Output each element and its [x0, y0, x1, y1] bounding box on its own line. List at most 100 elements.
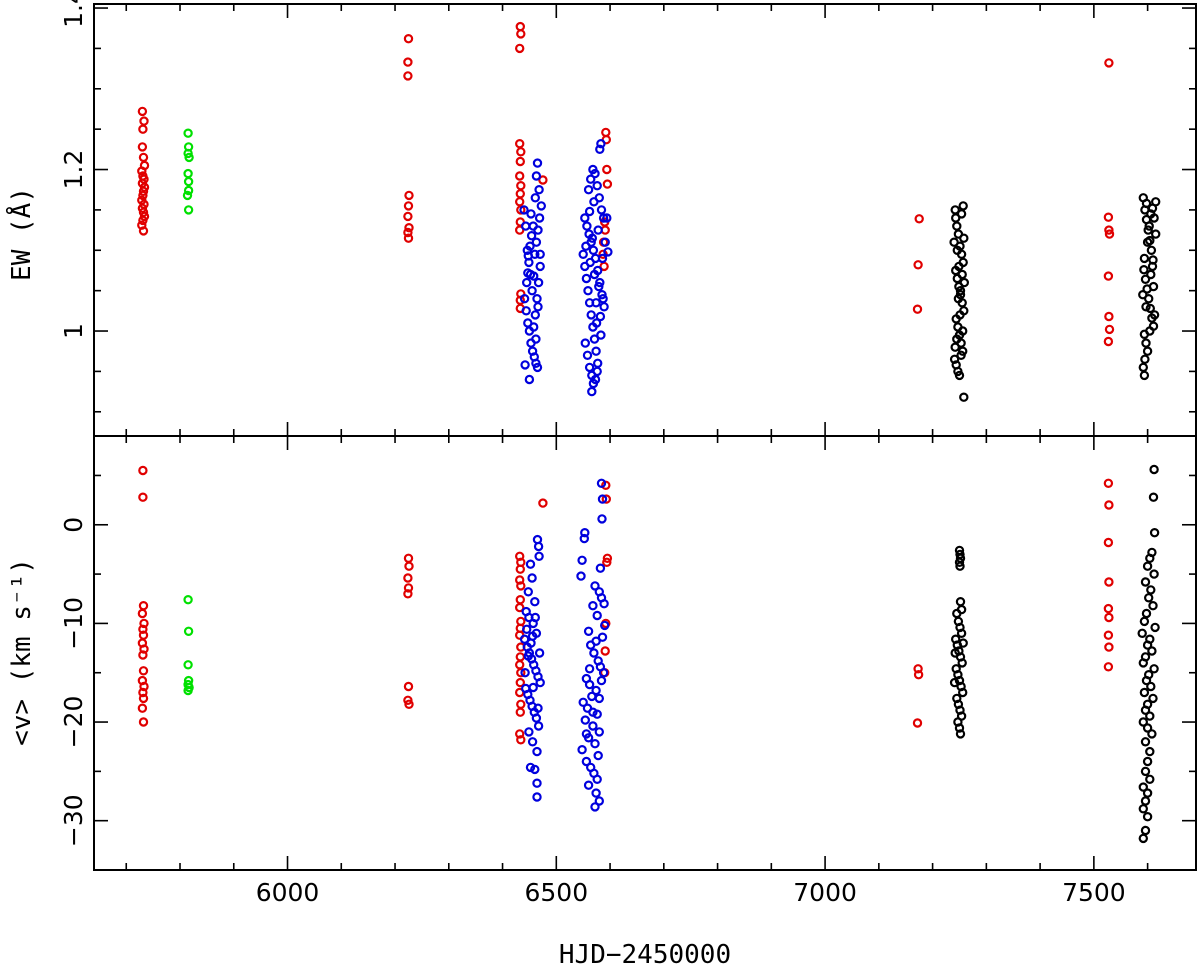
ew-point [957, 269, 967, 280]
velocity-point [592, 610, 602, 621]
velocity-point [601, 494, 612, 504]
ew-point [516, 205, 526, 215]
ew-point [581, 241, 591, 251]
ew-point [950, 342, 960, 352]
velocity-point [584, 679, 595, 690]
ew-point [538, 175, 548, 185]
velocity-point [137, 608, 148, 619]
ew-point [522, 277, 532, 288]
ew-point [951, 213, 961, 223]
ew-point [515, 189, 526, 199]
ew-point [1146, 245, 1157, 255]
velocity-point [183, 660, 193, 670]
ew-point [403, 211, 413, 222]
velocity-point [590, 802, 600, 812]
ew-point [1104, 324, 1115, 335]
velocity-point [404, 699, 414, 710]
velocity-point [595, 563, 606, 573]
velocity-point [600, 620, 610, 631]
ew-point [515, 138, 525, 149]
ew-point [1104, 229, 1115, 239]
x-tick-label: 7500 [1062, 878, 1126, 907]
velocity-point [913, 670, 924, 680]
ew-point [589, 197, 599, 207]
velocity-point [597, 494, 608, 504]
velocity-point [596, 478, 607, 488]
velocity-point [1142, 561, 1153, 571]
ew-point [587, 233, 598, 243]
ew-point [183, 148, 193, 159]
velocity-point [528, 682, 538, 693]
ew-point [596, 205, 607, 215]
velocity-point [1138, 804, 1149, 814]
ew-point [515, 171, 525, 181]
velocity-point [950, 648, 960, 658]
velocity-point [1150, 622, 1160, 633]
ew-point [534, 213, 545, 223]
velocity-panel-frame [93, 435, 1197, 871]
ew-point [1139, 253, 1150, 264]
velocity-point [591, 685, 601, 696]
ew-point [1139, 265, 1149, 275]
ew-point [959, 233, 969, 243]
velocity-point [581, 729, 592, 739]
velocity-point [578, 697, 588, 708]
ew-point [589, 269, 600, 280]
ew-point [584, 362, 595, 373]
ew-point [956, 350, 966, 360]
ew-point [585, 257, 595, 268]
velocity-point [138, 630, 149, 640]
ew-point [602, 164, 612, 175]
velocity-point [516, 668, 526, 678]
velocity-point [912, 718, 923, 728]
ew-point [1147, 203, 1158, 213]
velocity-point [955, 561, 965, 571]
ew-point [525, 241, 535, 251]
ew-point [581, 273, 592, 284]
velocity-point [589, 648, 599, 658]
ew-point [959, 277, 970, 288]
ew-point [403, 71, 413, 81]
ew-point [527, 286, 537, 296]
ew-point [515, 21, 526, 32]
ew-point [591, 298, 601, 308]
velocity-point [1147, 646, 1157, 656]
velocity-point [957, 658, 967, 668]
velocity-point [527, 737, 538, 747]
velocity-point [516, 699, 526, 710]
velocity-point [1142, 640, 1153, 650]
ew-point [590, 374, 601, 385]
ew-point [536, 201, 547, 211]
velocity-point [1149, 664, 1159, 674]
ew-point [1140, 274, 1151, 284]
ew-point [529, 322, 539, 332]
velocity-point [583, 626, 594, 637]
velocity-point [519, 634, 530, 644]
velocity-point [955, 729, 966, 739]
velocity-point [515, 602, 525, 613]
ew-point [184, 152, 194, 163]
ew-point [600, 237, 610, 247]
velocity-point [593, 750, 603, 761]
ew-point [593, 225, 603, 235]
ew-point [516, 180, 526, 191]
ew-point [1103, 271, 1114, 281]
ew-point [587, 386, 597, 397]
ew-point [533, 277, 544, 288]
ew-point [1142, 346, 1153, 356]
ew-point [139, 116, 149, 126]
velocity-point [531, 713, 542, 723]
ew-point [532, 294, 542, 304]
velocity-point [525, 559, 536, 569]
velocity-point [138, 601, 149, 611]
velocity-point [1149, 464, 1159, 475]
velocity-point [1149, 528, 1160, 538]
x-tick-label: 7000 [793, 878, 857, 907]
velocity-point [1141, 675, 1152, 686]
velocity-point [527, 631, 538, 641]
ew-y-tick-label: 1.4 [59, 0, 88, 28]
ew-point [138, 215, 148, 226]
ew-point [139, 182, 150, 192]
ew-point [599, 302, 609, 312]
